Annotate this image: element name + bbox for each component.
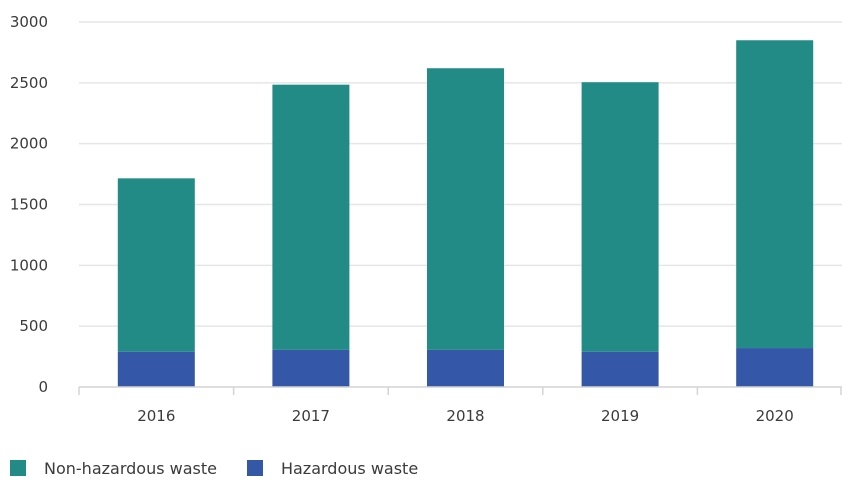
- x-tick-label: 2018: [446, 407, 484, 425]
- legend-item: Non-hazardous waste: [10, 459, 217, 478]
- legend: Non-hazardous waste Hazardous waste: [10, 457, 448, 479]
- bar-non-hazardous-2017: [272, 84, 350, 350]
- legend-swatch: [246, 460, 263, 476]
- y-tick-label: 3000: [10, 13, 48, 31]
- legend-label: Non-hazardous waste: [44, 458, 217, 478]
- bar-non-hazardous-2016: [117, 178, 195, 352]
- x-tick-label: 2016: [137, 407, 175, 425]
- bar-hazardous-2020: [736, 348, 814, 387]
- y-tick-label: 1500: [10, 196, 48, 214]
- bar-hazardous-2016: [117, 351, 195, 387]
- x-tick-label: 2017: [292, 407, 330, 425]
- y-tick-label: 0: [38, 378, 48, 396]
- bar-hazardous-2017: [272, 349, 350, 387]
- bar-non-hazardous-2018: [427, 68, 504, 350]
- y-tick-label: 1000: [10, 256, 48, 274]
- x-tick-label: 2020: [756, 407, 794, 425]
- bar-non-hazardous-2020: [736, 40, 814, 349]
- y-tick-label: 500: [19, 317, 48, 335]
- bars: [117, 40, 814, 387]
- y-tick-label: 2500: [10, 74, 48, 92]
- bar-non-hazardous-2019: [581, 82, 659, 352]
- axes: 0 500 1000 1500 2000 2500 3000 2016 2017 2018 2019…: [10, 13, 842, 425]
- x-tick-label: 2019: [601, 407, 639, 425]
- legend-swatch: [10, 460, 26, 476]
- legend-item: Hazardous waste: [246, 458, 419, 478]
- y-tick-label: 2000: [10, 135, 48, 153]
- chart-plot: 0 500 1000 1500 2000 2500 3000 2016 2017 2018 2019…: [10, 13, 842, 425]
- bar-hazardous-2019: [581, 351, 659, 387]
- legend-label: Hazardous waste: [280, 458, 419, 478]
- bar-hazardous-2018: [427, 349, 504, 387]
